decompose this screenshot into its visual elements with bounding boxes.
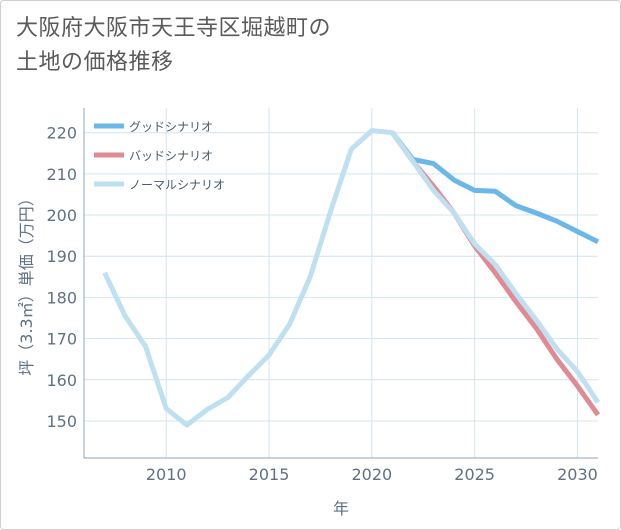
y-tick-label-210: 210 [46,165,77,184]
legend-label-1: グッドシナリオ [129,120,213,134]
chart-title: 大阪府大阪市天王寺区堀越町の 土地の価格推移 [16,12,331,80]
x-tick-label-2030: 2030 [557,465,598,484]
axes [83,108,598,459]
x-tick-label-2015: 2015 [249,465,290,484]
y-tick-label-190: 190 [46,247,77,266]
y-axis-label: 坪（3.3㎡）単価（万円） [17,190,36,375]
legend-label-3: ノーマルシナリオ [129,178,225,192]
series-line-1 [390,131,600,245]
y-tick-label-160: 160 [46,371,77,390]
y-tick-label-180: 180 [46,288,77,307]
y-tick-label-170: 170 [46,330,77,349]
y-tick-label-150: 150 [46,412,77,431]
series-line-3 [102,128,601,428]
series-lines [102,128,601,428]
x-tick-label-2010: 2010 [146,465,187,484]
legend-label-2: バッドシナリオ [129,149,213,163]
chart-title-line-1: 大阪府大阪市天王寺区堀越町の [16,16,332,41]
y-tick-label-200: 200 [46,206,77,225]
x-tick-label-2020: 2020 [351,465,392,484]
chart-title-line-2: 土地の価格推移 [16,50,174,75]
y-tick-label-220: 220 [46,124,77,143]
x-tick-label-2025: 2025 [454,465,495,484]
x-axis-label: 年 [333,499,349,518]
tick-labels: 2010 2015 2020 2025 2030 150 160 170 180 190 200 21… [46,124,597,484]
